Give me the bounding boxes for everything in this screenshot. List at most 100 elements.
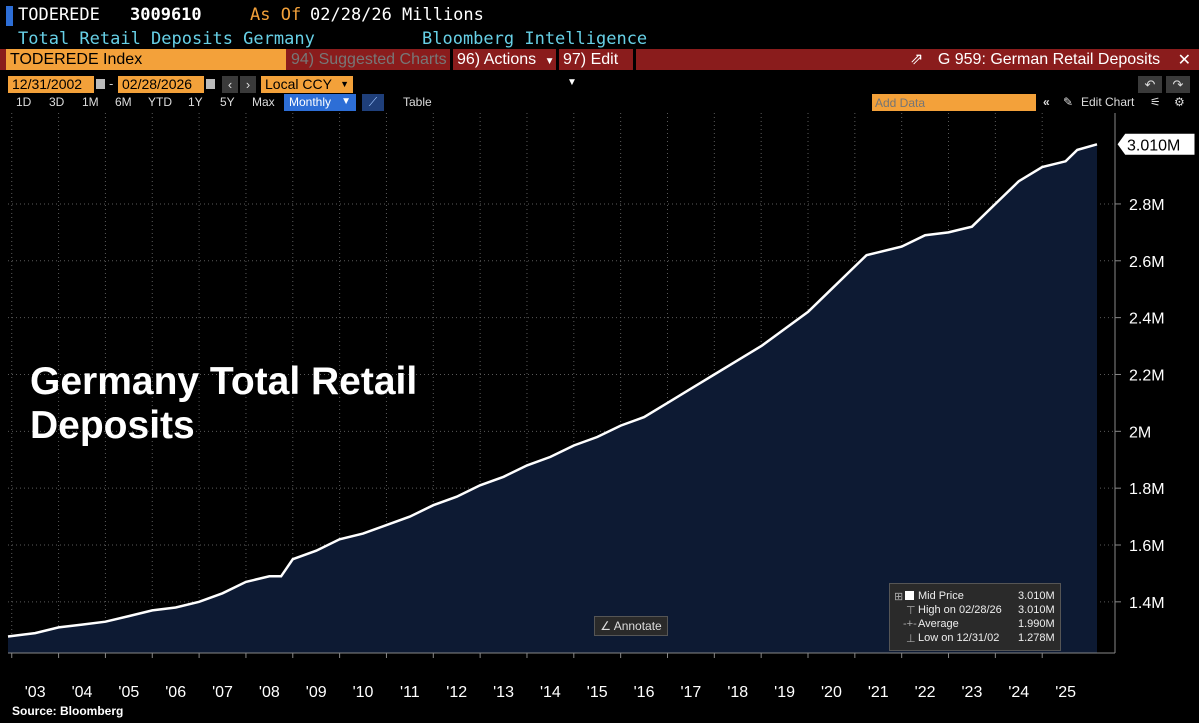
x-tick-label: '09 [306,684,327,701]
line-chart-icon[interactable]: ⟋ [362,94,384,111]
legend-row-low: ⊥ Low on 12/31/02 1.278M [890,632,1060,646]
average-marker-icon: -+- [903,618,917,630]
x-tick-label: '11 [400,684,420,701]
x-tick-label: '13 [493,684,514,701]
y-tick-label: 1.4M [1129,595,1165,612]
legend-row-average: -+- Average 1.990M [890,618,1060,632]
x-tick-label: '24 [1008,684,1029,701]
frequency-select[interactable]: Monthly ▼ [284,94,356,111]
period-bar: 1D 3D 1M 6M YTD 1Y 5Y Max Monthly ▼ ⟋ Ta… [0,94,1199,112]
x-tick-label: '19 [774,684,795,701]
currency-select[interactable]: Local CCY ▼ [261,76,353,93]
legend-row-mid: ⊞ Mid Price 3.010M [890,590,1060,604]
as-of-date: 02/28/26 [310,5,392,25]
redo-icon[interactable]: ↷ [1166,76,1190,93]
actions-menu[interactable]: 96) Actions ▼ [457,49,557,70]
table-tab[interactable]: Table [403,95,432,109]
calendar-icon[interactable] [96,79,105,89]
add-data-input[interactable] [872,95,1036,111]
suggested-charts-label: 94) Suggested Charts [291,51,447,68]
as-of-label: As Of [250,5,302,25]
legend-mid-label: Mid Price [918,590,964,602]
x-tick-label: '25 [1055,684,1076,701]
add-data-field[interactable] [872,94,1036,111]
collapse-icon[interactable]: « [1043,95,1050,109]
x-tick-label: '15 [587,684,608,701]
calendar-icon[interactable] [206,79,215,89]
y-axis-ticks: 1.4M 1.6M 1.8M 2M 2.2M 2.4M 2.6M 2.8M [1115,197,1165,612]
y-tick-label: 1.6M [1129,538,1165,555]
edit-chart-button[interactable]: Edit Chart [1081,95,1135,109]
x-tick-label: '22 [915,684,936,701]
x-tick-label: '16 [634,684,655,701]
edit-menu[interactable]: 97) Edit ▼ [563,49,633,88]
close-icon[interactable]: ✕ [1177,52,1191,69]
pencil-icon[interactable]: ✎ [1063,95,1074,109]
x-tick-label: '23 [962,684,983,701]
period-1d[interactable]: 1D [16,95,32,109]
header-accent-bar [6,6,13,26]
start-date-input[interactable]: 12/31/2002 [8,76,94,93]
header-subtitle: Total Retail Deposits Germany Bloomberg … [0,28,1199,49]
end-date-input[interactable]: 02/28/2026 [118,76,204,93]
legend-avg-value: 1.990M [1018,618,1055,630]
undo-icon[interactable]: ↶ [1138,76,1162,93]
next-period-button[interactable]: › [240,76,256,93]
y-tick-label: 2.2M [1129,367,1165,384]
series-name: Total Retail Deposits Germany [18,29,315,49]
legend-high-label: High on 02/28/26 [918,604,1002,616]
chevron-down-icon: ▼ [567,77,577,88]
period-3d[interactable]: 3D [49,95,65,109]
annotate-label: Annotate [613,619,662,633]
x-tick-label: '04 [72,684,93,701]
header-top: TODEREDE 3009610 As Of 02/28/26 Millions [0,0,1199,28]
last-value-label: 3.010M [1127,137,1180,154]
x-tick-label: '08 [259,684,280,701]
units-label: Millions [402,5,484,25]
source-note: Source: Bloomberg [12,704,124,718]
chart-title-line1: Germany Total Retail [30,360,418,403]
header-value: 3009610 [130,5,202,25]
x-tick-label: '20 [821,684,842,701]
last-value-marker: 3.010M [1116,132,1196,156]
x-tick-label: '14 [540,684,561,701]
chevron-down-icon: ▼ [340,79,349,89]
command-bar: TODEREDE Index 94) Suggested Charts ▼ 96… [0,49,1199,88]
period-5y[interactable]: 5Y [220,95,235,109]
high-marker-icon: ⊤ [906,605,916,617]
y-tick-label: 2M [1129,424,1151,441]
prev-period-button[interactable]: ‹ [222,76,238,93]
legend-low-label: Low on 12/31/02 [918,632,1000,644]
x-tick-label: '12 [446,684,467,701]
x-tick-label: '07 [212,684,233,701]
x-tick-label: '10 [353,684,374,701]
y-tick-label: 2.6M [1129,254,1165,271]
period-max[interactable]: Max [252,95,275,109]
provider-name: Bloomberg Intelligence [422,29,648,49]
x-tick-label: '21 [868,684,889,701]
x-tick-label: '05 [118,684,139,701]
period-ytd[interactable]: YTD [148,95,172,109]
legend-mid-value: 3.010M [1018,590,1055,602]
period-6m[interactable]: 6M [115,95,132,109]
grid-lines [8,113,1115,653]
period-1m[interactable]: 1M [82,95,99,109]
chart-title-overlay: Germany Total Retail Deposits [30,360,417,448]
chart-settings-icon[interactable]: ⚟ [1150,95,1161,109]
gear-icon[interactable]: ⚙ [1174,95,1185,109]
legend-box: ⊞ Mid Price 3.010M ⊤ High on 02/28/26 3.… [889,583,1061,651]
legend-high-value: 3.010M [1018,604,1055,616]
divider [450,49,453,70]
legend-low-value: 1.278M [1018,632,1055,644]
y-tick-label: 1.8M [1129,481,1165,498]
annotate-button[interactable]: ∠ Annotate [594,616,668,636]
chart-id-link[interactable]: ⇗ G 959: German Retail Deposits [910,49,1160,70]
index-field[interactable]: TODEREDE Index [6,49,286,70]
period-1y[interactable]: 1Y [188,95,203,109]
low-marker-icon: ⊥ [906,633,916,645]
drag-handle-icon[interactable]: ⊞ [894,591,904,603]
x-tick-label: '06 [165,684,186,701]
legend-row-high: ⊤ High on 02/28/26 3.010M [890,604,1060,618]
edit-label: 97) Edit [563,51,619,68]
